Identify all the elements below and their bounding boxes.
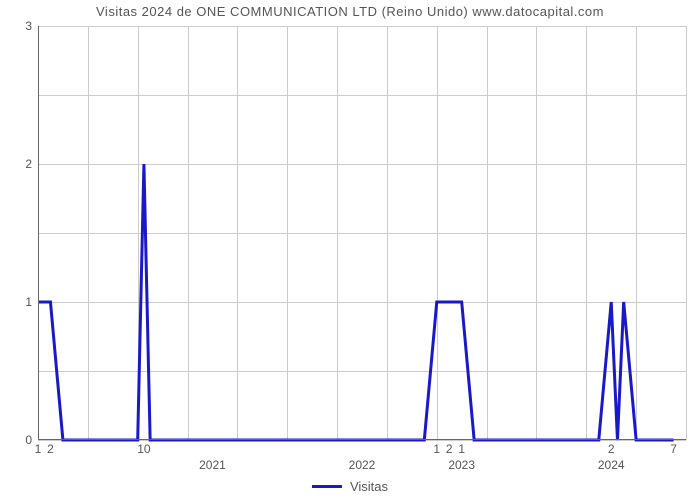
x-tick-label: 1 — [35, 442, 42, 456]
x-tick-label: 1 — [433, 442, 440, 456]
y-tick-label: 2 — [25, 157, 32, 171]
legend: Visitas — [312, 479, 388, 494]
series-line — [38, 26, 686, 440]
x-axis-year-label: 2023 — [448, 458, 475, 472]
chart-title: Visitas 2024 de ONE COMMUNICATION LTD (R… — [0, 4, 700, 19]
y-tick-label: 1 — [25, 295, 32, 309]
chart-container: Visitas 2024 de ONE COMMUNICATION LTD (R… — [0, 0, 700, 500]
x-axis-year-label: 2021 — [199, 458, 226, 472]
y-tick-label: 3 — [25, 19, 32, 33]
x-axis-year-label: 2022 — [349, 458, 376, 472]
plot-area: 0123 121012127 2021202220232024 — [38, 26, 686, 440]
x-tick-label: 1 — [458, 442, 465, 456]
grid-vertical — [686, 26, 687, 440]
x-tick-label: 2 — [608, 442, 615, 456]
legend-swatch — [312, 485, 342, 488]
y-tick-label: 0 — [25, 433, 32, 447]
legend-label: Visitas — [350, 479, 388, 494]
x-tick-label: 2 — [47, 442, 54, 456]
x-tick-label: 2 — [446, 442, 453, 456]
x-tick-label: 7 — [670, 442, 677, 456]
x-axis-year-label: 2024 — [598, 458, 625, 472]
x-tick-label: 10 — [137, 442, 150, 456]
